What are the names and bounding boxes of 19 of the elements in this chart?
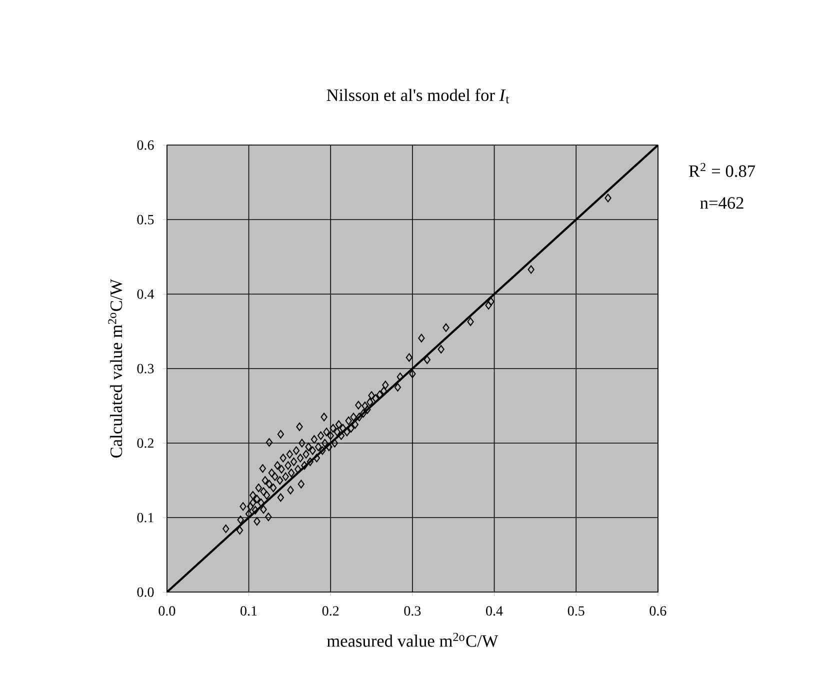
y-tick-label: 0.0 — [137, 587, 154, 597]
x-tick-label: 0.6 — [650, 606, 666, 616]
x-tick-label: 0.3 — [404, 606, 421, 616]
y-tick-label: 0.6 — [137, 140, 154, 150]
x-tick-label: 0.5 — [568, 606, 584, 616]
x-tick-label: 0.0 — [158, 606, 176, 616]
y-tick-label: 0.5 — [137, 214, 154, 224]
x-tick-label: 0.2 — [322, 606, 339, 616]
y-tick-label: 0.1 — [137, 512, 154, 522]
text: n=462 — [700, 197, 744, 209]
x-tick-label: 0.4 — [486, 606, 503, 616]
text: R$^{2}$ = 0.87 — [688, 162, 756, 178]
y-tick-label: 0.3 — [137, 364, 154, 374]
y-tick-label: 0.2 — [137, 438, 154, 448]
y-axis-title: Calculated value m$^{2o}$C/W — [108, 278, 122, 458]
chart-title: Nilsson et al's model for I$_{t}$ — [326, 88, 510, 104]
x-tick-label: 0.1 — [240, 606, 257, 616]
y-tick-label: 0.4 — [137, 289, 154, 299]
x-axis-title: measured value m$^{2o}$C/W — [326, 632, 498, 647]
